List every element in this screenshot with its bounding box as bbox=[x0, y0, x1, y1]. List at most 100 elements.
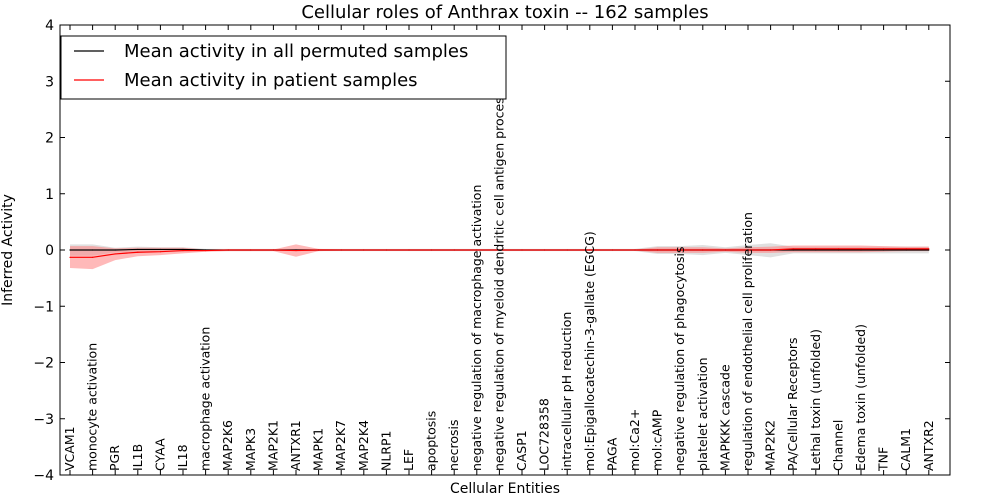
data-point-series-2 bbox=[431, 249, 433, 251]
x-tick-label: necrosis bbox=[446, 420, 461, 472]
x-tick-label: CALM1 bbox=[898, 428, 913, 471]
x-tick-label: regulation of endothelial cell prolifera… bbox=[740, 212, 755, 471]
y-tick-label: 4 bbox=[45, 18, 54, 34]
data-point-series-2 bbox=[724, 249, 727, 251]
x-tick-label: Lethal toxin (unfolded) bbox=[808, 329, 823, 471]
data-point-series-2 bbox=[137, 251, 139, 253]
y-tick-label: 0 bbox=[45, 243, 54, 259]
y-tick-label: 1 bbox=[45, 187, 54, 203]
data-point-series-1 bbox=[860, 249, 862, 251]
x-tick-label: negative regulation of macrophage activa… bbox=[469, 185, 484, 471]
data-point-series-2 bbox=[589, 249, 591, 251]
data-point-series-1 bbox=[182, 248, 184, 251]
data-point-series-2 bbox=[634, 249, 636, 251]
x-tick-label: Edema toxin (unfolded) bbox=[853, 324, 868, 471]
x-axis-label: Cellular Entities bbox=[450, 481, 560, 497]
x-tick-label: MAP2K4 bbox=[356, 420, 371, 471]
x-tick-label: MAP2K2 bbox=[763, 420, 778, 471]
data-point-series-2 bbox=[340, 249, 342, 251]
data-point-series-2 bbox=[747, 249, 749, 251]
x-tick-label: TNF bbox=[876, 447, 891, 472]
data-point-series-2 bbox=[679, 249, 681, 251]
data-point-series-2 bbox=[476, 249, 478, 251]
data-point-series-2 bbox=[205, 249, 207, 252]
x-tick-label: macrophage activation bbox=[198, 327, 213, 471]
data-point-series-1 bbox=[159, 248, 161, 251]
x-tick-label: CASP1 bbox=[514, 430, 529, 471]
data-point-series-2 bbox=[815, 248, 817, 250]
x-tick-label: PGR bbox=[107, 445, 122, 471]
series-lines bbox=[69, 248, 930, 258]
data-point-series-2 bbox=[453, 249, 455, 251]
data-point-series-2 bbox=[792, 248, 794, 250]
data-point-series-2 bbox=[544, 249, 546, 251]
data-point-series-2 bbox=[363, 249, 365, 251]
x-tick-label: PA/Cellular Receptors bbox=[785, 337, 800, 471]
x-tick-label: monocyte activation bbox=[85, 343, 100, 471]
x-tick-label: ANTXR1 bbox=[288, 420, 303, 471]
y-tick-label: −4 bbox=[33, 468, 54, 484]
x-tick-label: MAP2K7 bbox=[333, 420, 348, 471]
data-point-series-2 bbox=[318, 249, 320, 251]
x-tick-label: NLRP1 bbox=[378, 431, 393, 472]
data-point-series-2 bbox=[498, 249, 500, 251]
y-tick-label: 3 bbox=[45, 74, 54, 90]
y-tick-label: −3 bbox=[33, 412, 54, 428]
data-point-series-1 bbox=[792, 249, 794, 251]
data-point-series-2 bbox=[928, 248, 930, 250]
y-tick-label: 2 bbox=[45, 131, 54, 147]
data-point-series-1 bbox=[69, 249, 71, 251]
x-tick-label: PAGA bbox=[604, 437, 619, 471]
data-point-series-1 bbox=[928, 249, 930, 251]
data-point-series-2 bbox=[69, 256, 71, 258]
data-point-series-2 bbox=[159, 251, 161, 253]
data-point-series-2 bbox=[521, 249, 523, 251]
data-point-series-2 bbox=[837, 248, 840, 250]
y-tick-label: −1 bbox=[33, 299, 54, 315]
data-point-series-2 bbox=[92, 256, 94, 258]
data-point-series-1 bbox=[92, 249, 94, 251]
x-tick-label: intracellular pH reduction bbox=[559, 312, 574, 471]
x-tick-label: negative regulation of phagocytosis bbox=[672, 246, 687, 471]
data-point-series-1 bbox=[137, 248, 139, 251]
data-point-series-1 bbox=[114, 249, 116, 251]
data-point-series-2 bbox=[114, 253, 116, 255]
data-point-series-2 bbox=[295, 249, 297, 252]
x-tick-label: LOC728358 bbox=[537, 398, 552, 471]
x-tick-label: negative regulation of myeloid dendritic… bbox=[491, 44, 506, 471]
x-tick-label: mol:Ca2+ bbox=[627, 409, 642, 471]
x-tick-label: MAPKKK cascade bbox=[717, 364, 732, 471]
data-point-series-1 bbox=[837, 249, 840, 251]
chart-title: Cellular roles of Anthrax toxin -- 162 s… bbox=[301, 2, 708, 23]
data-point-series-1 bbox=[883, 249, 885, 251]
data-point-series-2 bbox=[657, 249, 659, 251]
y-axis-label: Inferred Activity bbox=[0, 194, 16, 306]
legend-box bbox=[60, 35, 507, 100]
data-point-series-2 bbox=[905, 248, 907, 250]
data-point-series-2 bbox=[250, 249, 252, 251]
data-point-series-1 bbox=[905, 249, 907, 251]
data-point-series-2 bbox=[702, 249, 704, 251]
x-tick-label: mol:Epigallocatechin-3-gallate (EGCG) bbox=[582, 231, 597, 471]
data-point-series-2 bbox=[272, 249, 274, 251]
x-tick-label: MAPK3 bbox=[243, 428, 258, 471]
data-point-series-2 bbox=[611, 249, 614, 251]
data-point-series-2 bbox=[408, 249, 410, 251]
legend-label-2: Mean activity in patient samples bbox=[124, 70, 418, 91]
data-point-series-1 bbox=[815, 249, 817, 251]
y-tick-label: −2 bbox=[33, 356, 54, 372]
x-tick-label: IL18 bbox=[175, 444, 190, 471]
data-point-series-2 bbox=[182, 249, 184, 252]
data-point-series-2 bbox=[385, 249, 387, 251]
x-tick-label: IL1B bbox=[130, 444, 145, 471]
x-tick-label: mol:cAMP bbox=[650, 409, 665, 471]
x-tick-label: apoptosis bbox=[424, 411, 439, 471]
legend: Mean activity in all permuted samples Mea… bbox=[60, 35, 507, 100]
data-point-series-2 bbox=[770, 249, 772, 251]
x-tick-label: VCAM1 bbox=[62, 426, 77, 471]
x-tick-label: MAP2K6 bbox=[220, 420, 235, 471]
x-tick-label: MAPK1 bbox=[311, 428, 326, 471]
y-axis: −4 −3 −2 −1 0 1 2 3 4 bbox=[33, 18, 950, 484]
x-tick-label: Channel bbox=[830, 420, 845, 471]
